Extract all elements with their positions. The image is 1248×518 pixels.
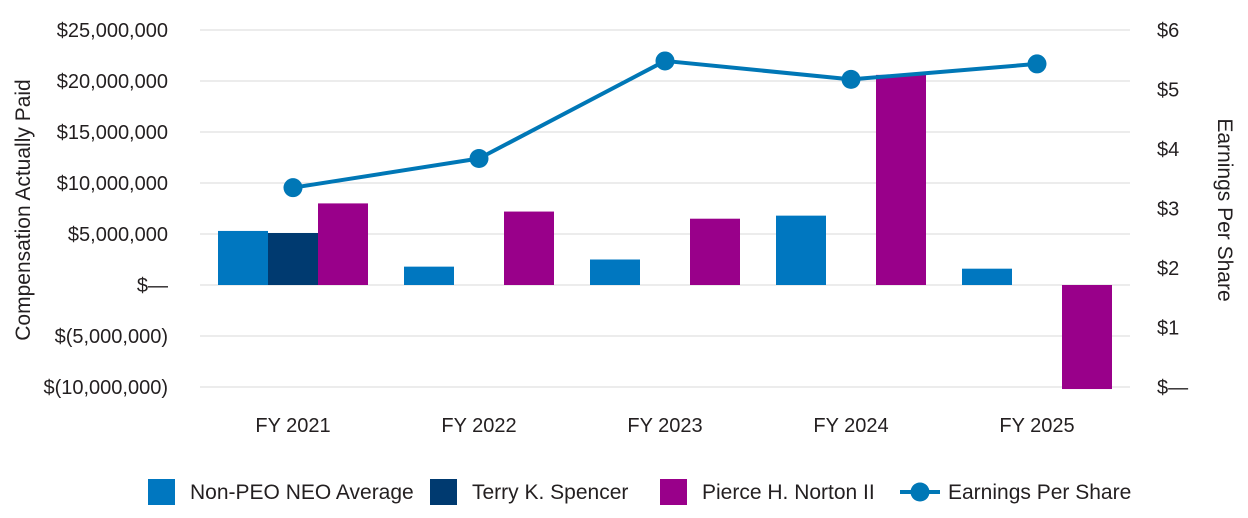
tick-labels: $25,000,000 $20,000,000 $15,000,000 $10,000… [43, 20, 1188, 437]
eps-line [283, 51, 1047, 198]
x-tick-label: FY 2024 [813, 415, 888, 437]
legend-label: Non-PEO NEO Average [190, 481, 414, 504]
bar [218, 230, 268, 285]
x-tick-label: FY 2021 [255, 415, 330, 437]
legend-swatch [660, 479, 687, 505]
legend-label: Earnings Per Share [948, 481, 1131, 504]
bar [504, 211, 554, 285]
legend-swatch [430, 479, 457, 505]
legend-label: Pierce H. Norton II [702, 481, 875, 504]
eps-point [283, 178, 303, 198]
y2-tick-label: $3 [1157, 199, 1179, 221]
y-tick-label: $(5,000,000) [55, 326, 168, 348]
legend-label: Terry K. Spencer [472, 481, 628, 504]
y2-tick-label: $1 [1157, 318, 1179, 340]
bars [218, 74, 1112, 390]
bar [590, 259, 640, 285]
y-tick-label: $15,000,000 [57, 122, 168, 144]
bar [876, 74, 926, 285]
eps-point [655, 51, 675, 71]
legend-marker [910, 482, 930, 502]
y-tick-label: $(10,000,000) [43, 377, 168, 399]
eps-point [469, 149, 489, 169]
eps-point [841, 69, 861, 89]
y2-tick-label: $6 [1157, 20, 1179, 42]
bar [404, 266, 454, 285]
bar [776, 215, 826, 285]
y2-tick-label: $2 [1157, 258, 1179, 280]
y-tick-label: $5,000,000 [68, 224, 168, 246]
y2-tick-label: $5 [1157, 80, 1179, 102]
y-axis-title: Compensation Actually Paid [12, 79, 35, 341]
bar [962, 268, 1012, 285]
x-tick-label: FY 2025 [999, 415, 1074, 437]
y2-axis-title: Earnings Per Share [1213, 118, 1236, 301]
y2-tick-label: $4 [1157, 139, 1179, 161]
y-tick-label: $20,000,000 [57, 71, 168, 93]
y-tick-label: $— [137, 275, 168, 297]
bar [1062, 285, 1112, 390]
eps-point [1027, 54, 1047, 74]
bar [690, 218, 740, 285]
bar [318, 203, 368, 285]
y2-tick-label: $— [1157, 377, 1188, 399]
legend-swatch [148, 479, 175, 505]
x-tick-label: FY 2022 [441, 415, 516, 437]
bar [268, 232, 318, 285]
y-tick-label: $25,000,000 [57, 20, 168, 42]
x-tick-label: FY 2023 [627, 415, 702, 437]
y-tick-label: $10,000,000 [57, 173, 168, 195]
legend: Non-PEO NEO Average Terry K. Spencer Pierc… [148, 479, 1131, 505]
